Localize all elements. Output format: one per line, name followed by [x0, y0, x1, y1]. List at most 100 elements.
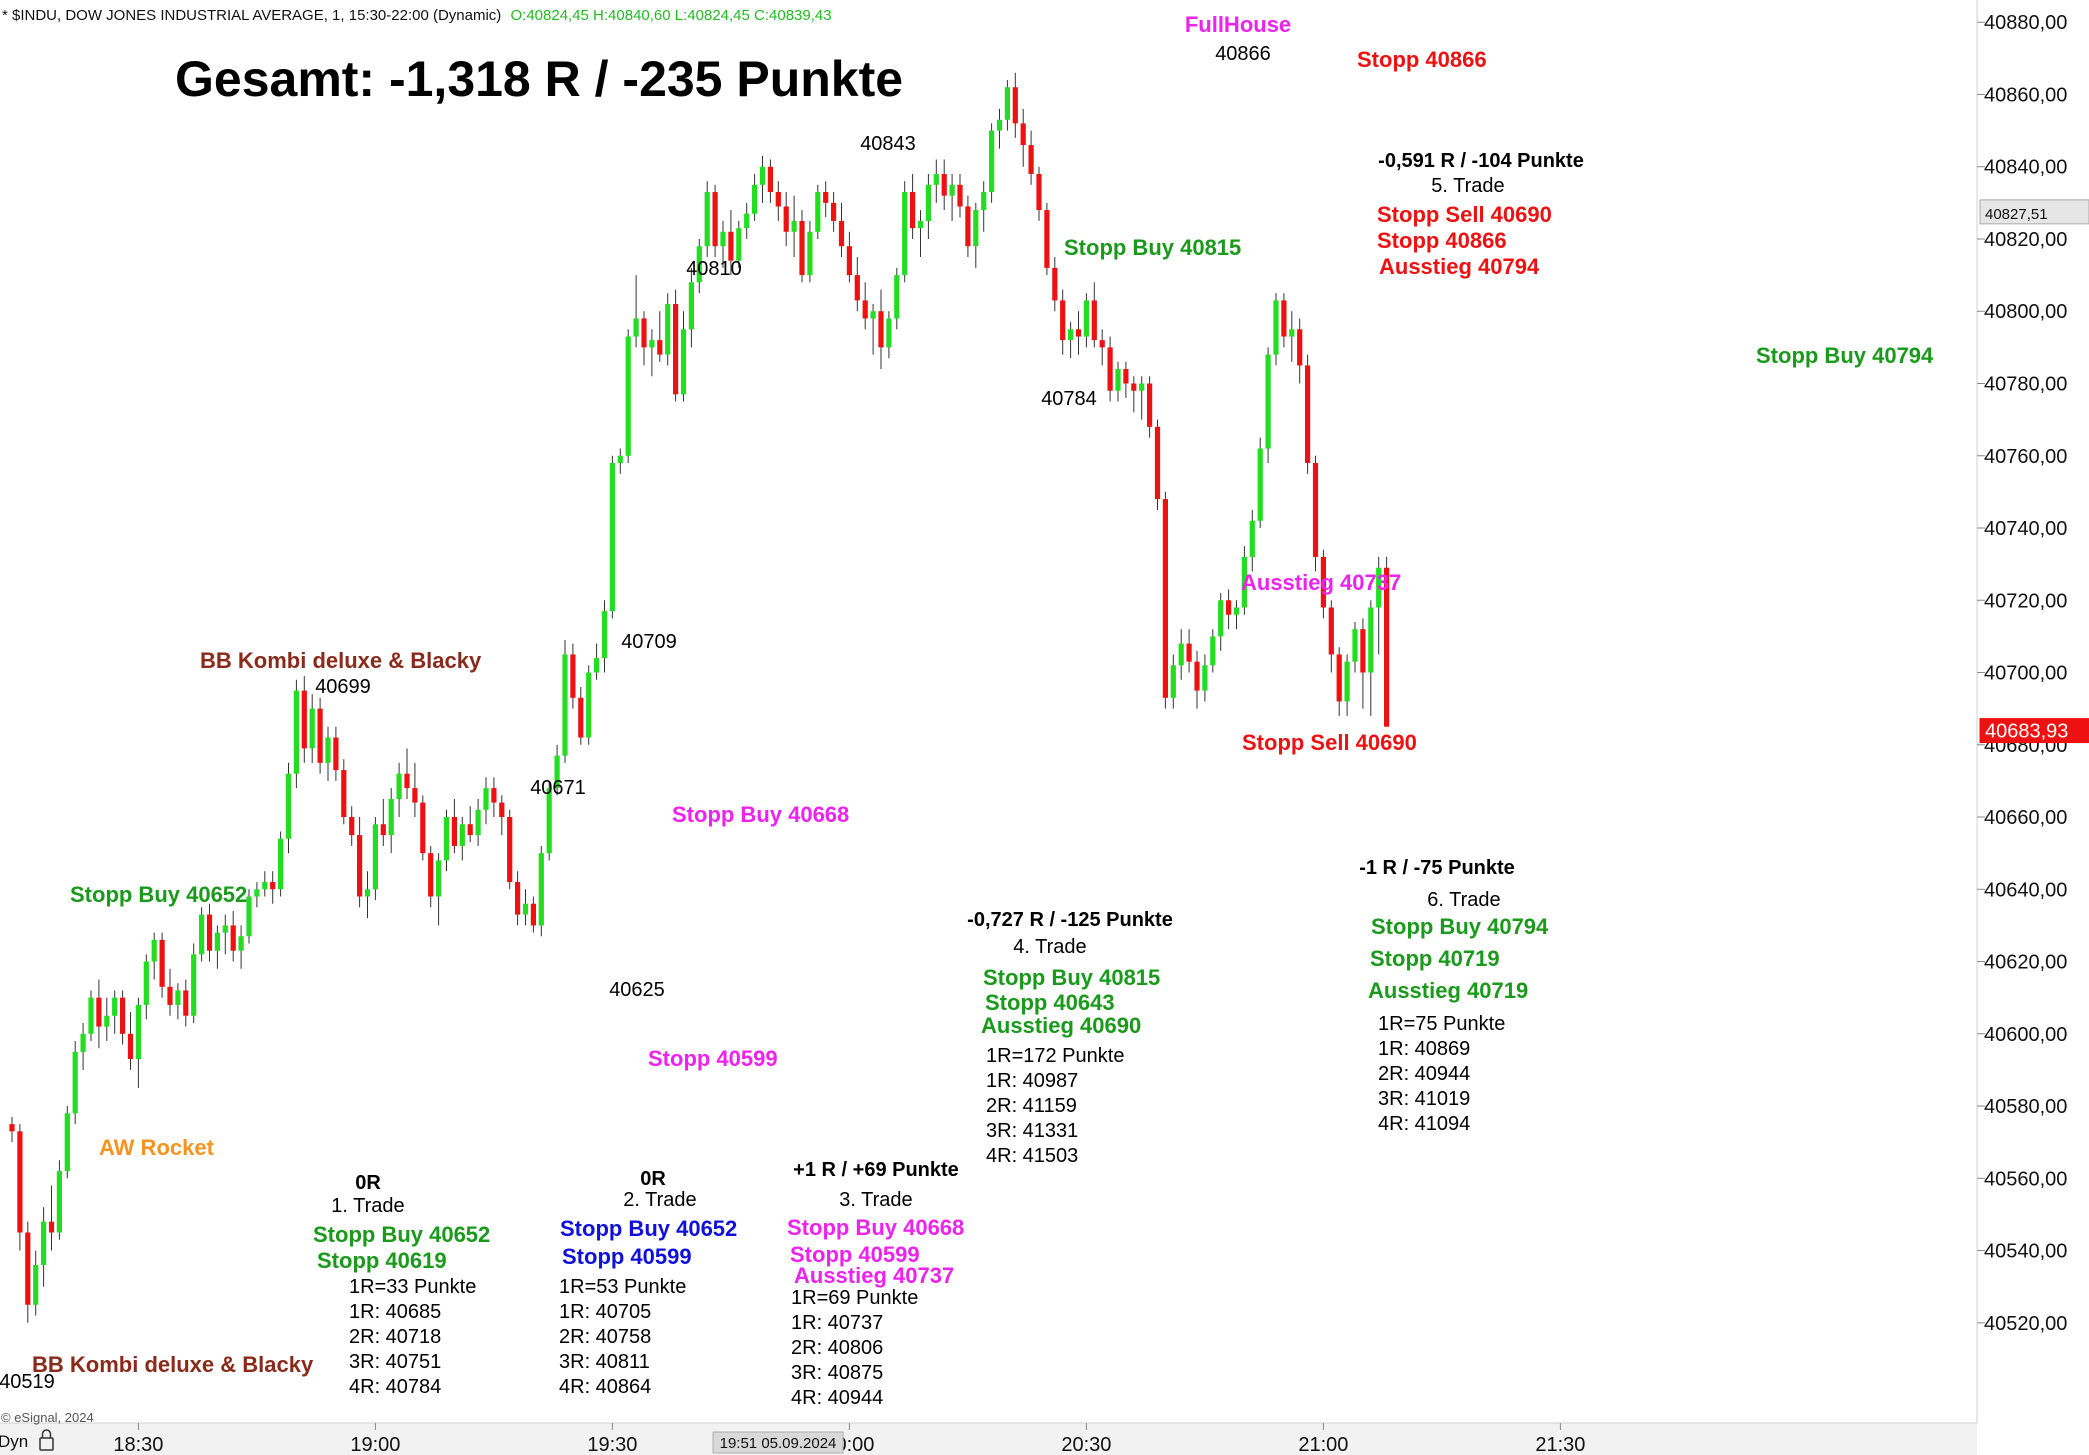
candle[interactable]: [270, 871, 276, 904]
candle[interactable]: [262, 871, 268, 897]
candle[interactable]: [372, 817, 378, 901]
candle[interactable]: [1312, 455, 1319, 572]
lock-icon[interactable]: [39, 1429, 54, 1451]
candle[interactable]: [902, 181, 908, 283]
candle[interactable]: [799, 210, 805, 283]
candle[interactable]: [301, 676, 307, 763]
candle[interactable]: [1147, 376, 1153, 438]
candle[interactable]: [33, 1250, 39, 1316]
candle[interactable]: [230, 910, 236, 962]
candle[interactable]: [388, 788, 394, 854]
candle[interactable]: [578, 686, 584, 745]
candle[interactable]: [989, 123, 995, 203]
candle[interactable]: [349, 806, 355, 846]
candle[interactable]: [823, 181, 829, 218]
candle[interactable]: [1218, 593, 1224, 651]
candle[interactable]: [1194, 650, 1200, 709]
candle[interactable]: [965, 195, 971, 258]
candle[interactable]: [633, 275, 639, 348]
candle[interactable]: [428, 845, 434, 908]
candle[interactable]: [491, 777, 497, 818]
candle[interactable]: [759, 155, 766, 203]
candle[interactable]: [949, 173, 955, 221]
candle[interactable]: [1162, 491, 1168, 709]
candle[interactable]: [649, 329, 655, 377]
candle[interactable]: [570, 643, 576, 709]
candle[interactable]: [112, 990, 118, 1034]
candle[interactable]: [1202, 654, 1208, 702]
candle[interactable]: [48, 1185, 55, 1251]
candle[interactable]: [1020, 108, 1026, 167]
candle[interactable]: [507, 809, 513, 890]
candle[interactable]: [56, 1160, 62, 1240]
candle[interactable]: [1233, 600, 1240, 630]
candle[interactable]: [601, 600, 608, 673]
candle[interactable]: [451, 798, 457, 854]
candle[interactable]: [1091, 282, 1097, 348]
candle[interactable]: [191, 943, 197, 1023]
candle[interactable]: [293, 679, 299, 789]
candle[interactable]: [467, 806, 473, 843]
candle[interactable]: [996, 108, 1003, 149]
candle[interactable]: [317, 697, 323, 774]
candle[interactable]: [1075, 311, 1082, 355]
candle[interactable]: [222, 914, 228, 955]
candle[interactable]: [1044, 202, 1050, 276]
candle[interactable]: [712, 184, 718, 258]
candle[interactable]: [815, 184, 821, 239]
candle[interactable]: [325, 726, 331, 781]
candle[interactable]: [1131, 376, 1137, 413]
candle[interactable]: [554, 744, 560, 796]
candle[interactable]: [96, 979, 102, 1049]
candle[interactable]: [886, 311, 892, 359]
candle[interactable]: [309, 694, 315, 763]
candle[interactable]: [41, 1207, 47, 1287]
candle[interactable]: [1028, 130, 1034, 185]
candle[interactable]: [1344, 654, 1350, 716]
candle[interactable]: [80, 1022, 86, 1070]
candle[interactable]: [1099, 329, 1105, 366]
candle[interactable]: [1210, 629, 1216, 673]
candle[interactable]: [941, 159, 947, 211]
candle[interactable]: [175, 983, 181, 1020]
candle[interactable]: [1170, 654, 1176, 709]
candle[interactable]: [1384, 556, 1390, 727]
candle[interactable]: [775, 181, 781, 221]
candle[interactable]: [25, 1221, 31, 1323]
candle[interactable]: [562, 640, 568, 763]
candle[interactable]: [167, 968, 173, 1016]
candle[interactable]: [380, 798, 386, 846]
candle[interactable]: [894, 267, 900, 330]
candle[interactable]: [246, 889, 252, 944]
candle[interactable]: [1289, 311, 1295, 362]
candle[interactable]: [436, 853, 442, 926]
candle[interactable]: [1368, 600, 1374, 716]
candle[interactable]: [1154, 419, 1161, 510]
candle[interactable]: [499, 795, 505, 836]
candle[interactable]: [1068, 322, 1074, 359]
candle[interactable]: [151, 932, 157, 980]
candle[interactable]: [88, 990, 94, 1042]
candle[interactable]: [586, 665, 592, 745]
candle[interactable]: [396, 762, 402, 818]
candle[interactable]: [846, 231, 852, 283]
candle[interactable]: [135, 997, 141, 1088]
candle[interactable]: [933, 159, 939, 203]
candle[interactable]: [973, 202, 979, 268]
candle[interactable]: [783, 192, 789, 247]
candle[interactable]: [483, 777, 489, 825]
candle[interactable]: [183, 979, 189, 1027]
candle[interactable]: [1297, 318, 1303, 384]
candle[interactable]: [238, 925, 244, 969]
candle[interactable]: [515, 871, 521, 926]
candle[interactable]: [199, 907, 205, 962]
candle[interactable]: [254, 882, 260, 908]
candle[interactable]: [910, 173, 916, 239]
candle[interactable]: [1352, 621, 1358, 673]
candle[interactable]: [1052, 257, 1058, 312]
candle[interactable]: [791, 195, 797, 258]
candle[interactable]: [981, 181, 987, 232]
candle[interactable]: [285, 762, 292, 854]
candle[interactable]: [641, 311, 647, 366]
candle[interactable]: [657, 311, 663, 362]
